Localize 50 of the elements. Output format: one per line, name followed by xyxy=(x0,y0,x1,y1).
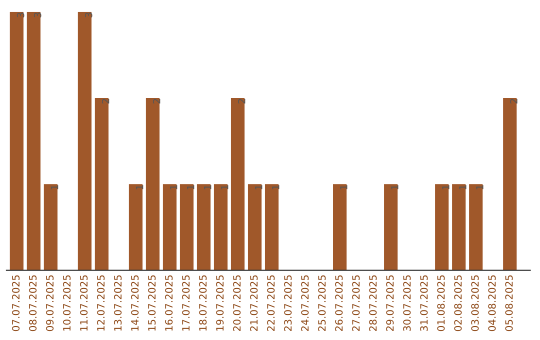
data-label: 1 xyxy=(187,185,194,190)
data-label: 2 xyxy=(238,99,246,104)
data-label: 1 xyxy=(221,185,228,190)
x-tick-label: 19.07.2025 xyxy=(216,275,224,331)
x-tick-label: 04.08.2025 xyxy=(488,275,496,332)
data-label: 1 xyxy=(272,185,280,190)
data-label: 1 xyxy=(476,185,484,190)
data-label: 3 xyxy=(84,12,92,18)
x-tick-label: 05.08.2025 xyxy=(505,275,513,332)
x-tick-label: 25.07.2025 xyxy=(318,275,326,331)
data-label: 3 xyxy=(16,12,24,18)
x-tick-label: 07.07.2025 xyxy=(12,275,20,332)
data-label: 3 xyxy=(34,12,42,18)
x-tick-label: 30.07.2025 xyxy=(403,275,411,331)
x-tick-label: 09.07.2025 xyxy=(46,275,54,332)
data-label: 1 xyxy=(255,185,262,190)
x-tick-label: 22.07.2025 xyxy=(267,275,275,331)
x-tick-label: 08.07.2025 xyxy=(29,275,37,332)
x-tick-label: 03.08.2025 xyxy=(471,275,479,332)
x-tick-label: 23.07.2025 xyxy=(284,275,292,331)
x-tick-label: 27.07.2025 xyxy=(352,275,360,331)
x-tick-label: 16.07.2025 xyxy=(165,275,173,331)
data-label: 2 xyxy=(152,99,160,104)
data-label: 2 xyxy=(510,99,518,104)
x-tick-label: 24.07.2025 xyxy=(301,275,309,331)
x-tick-label: 02.08.2025 xyxy=(454,275,462,332)
x-tick-label: 11.07.2025 xyxy=(80,275,88,331)
data-label: 1 xyxy=(51,185,58,190)
x-tick-label: 18.07.2025 xyxy=(199,275,207,331)
x-tick-label: 17.07.2025 xyxy=(182,275,190,331)
x-tick-label: 01.08.2025 xyxy=(437,275,445,332)
x-tick-label: 15.07.2025 xyxy=(148,275,156,331)
x-tick-label: 13.07.2025 xyxy=(114,275,122,331)
data-label: 1 xyxy=(340,185,348,190)
x-tick-label: 21.07.2025 xyxy=(250,275,258,331)
x-tick-label: 31.07.2025 xyxy=(420,275,428,331)
data-label: 1 xyxy=(442,185,450,190)
x-tick-label: 29.07.2025 xyxy=(386,275,394,331)
x-tick-label: 20.07.2025 xyxy=(233,275,241,331)
data-label: 1 xyxy=(391,185,398,190)
x-tick-label: 10.07.2025 xyxy=(63,275,71,331)
data-label: 1 xyxy=(170,185,178,190)
data-label: 1 xyxy=(204,185,212,190)
x-tick-label: 28.07.2025 xyxy=(369,275,377,331)
data-label: 1 xyxy=(459,185,466,190)
data-label: 2 xyxy=(102,99,110,104)
x-tick-label: 14.07.2025 xyxy=(131,275,139,331)
x-tick-label: 26.07.2025 xyxy=(335,275,343,331)
x-tick-label: 12.07.2025 xyxy=(97,275,105,331)
data-label: 1 xyxy=(136,185,144,190)
